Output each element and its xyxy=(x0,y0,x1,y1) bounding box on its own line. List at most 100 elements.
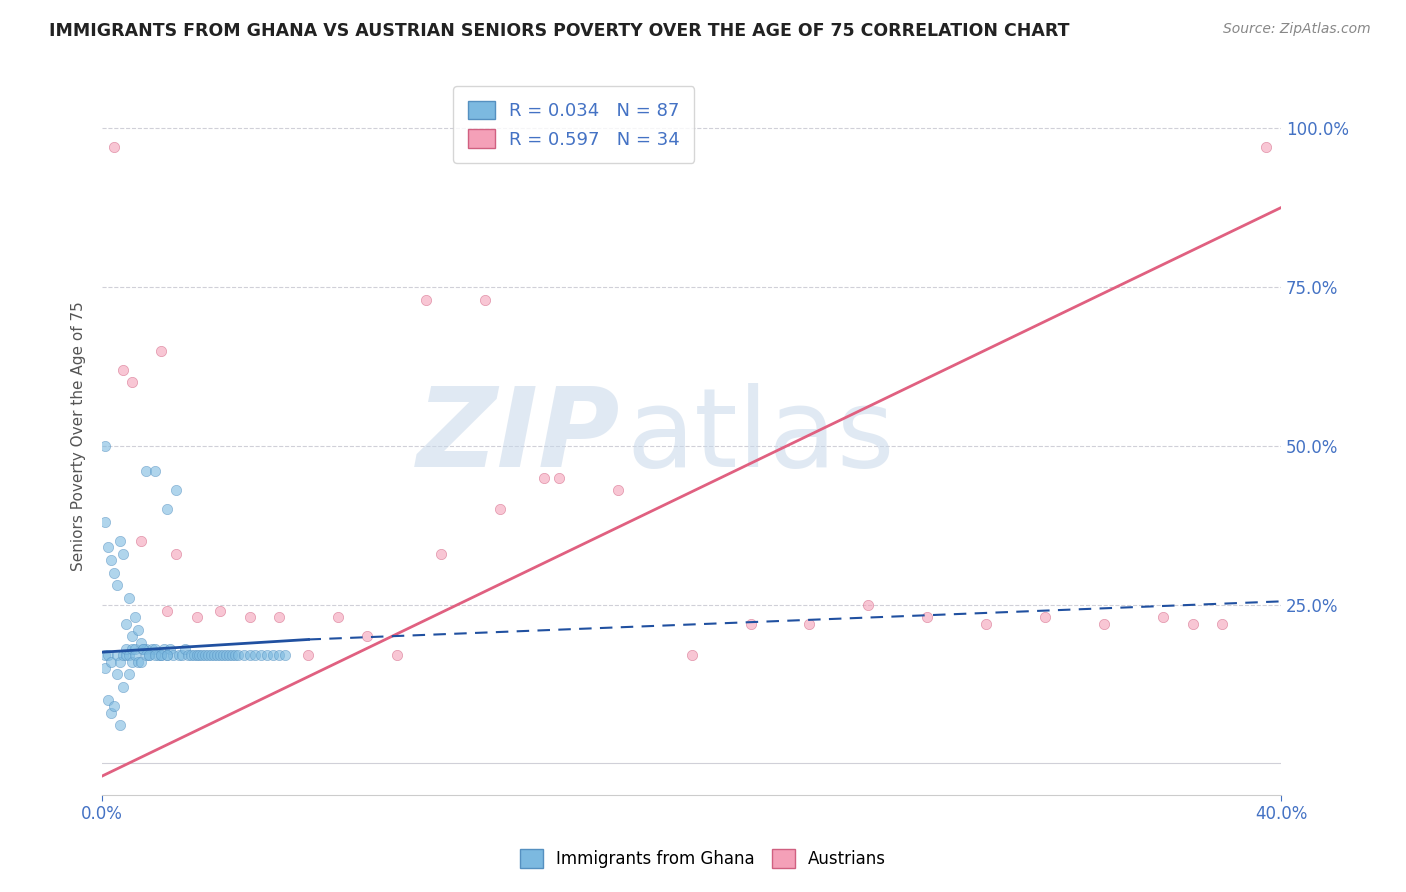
Point xyxy=(274,648,297,663)
Text: IMMIGRANTS FROM GHANA VS AUSTRIAN SENIORS POVERTY OVER THE AGE OF 75 CORRELATION: IMMIGRANTS FROM GHANA VS AUSTRIAN SENIOR… xyxy=(49,22,1070,40)
Point xyxy=(156,604,179,618)
Point xyxy=(143,648,166,663)
Point xyxy=(385,648,408,663)
Point xyxy=(1033,610,1056,624)
Point xyxy=(141,642,163,657)
Point xyxy=(124,610,146,624)
Point xyxy=(103,140,125,154)
Point xyxy=(1152,610,1174,624)
Point xyxy=(297,648,319,663)
Point xyxy=(114,616,136,631)
Point xyxy=(103,566,125,580)
Point xyxy=(135,464,157,478)
Point xyxy=(224,648,246,663)
Point xyxy=(858,598,880,612)
Point xyxy=(100,553,122,567)
Point xyxy=(150,343,173,358)
Point xyxy=(143,642,166,657)
Point xyxy=(97,693,120,707)
Point xyxy=(97,648,120,663)
Point xyxy=(118,648,141,663)
Point xyxy=(212,648,235,663)
Text: ZIP: ZIP xyxy=(418,383,621,490)
Point xyxy=(200,648,222,663)
Point xyxy=(150,648,173,663)
Point xyxy=(474,293,496,307)
Point xyxy=(173,642,195,657)
Point xyxy=(132,642,155,657)
Point xyxy=(974,616,997,631)
Point xyxy=(180,648,202,663)
Point xyxy=(127,655,149,669)
Point xyxy=(250,648,273,663)
Point xyxy=(150,648,173,663)
Point xyxy=(430,547,453,561)
Point xyxy=(799,616,821,631)
Point xyxy=(108,718,131,732)
Y-axis label: Seniors Poverty Over the Age of 75: Seniors Poverty Over the Age of 75 xyxy=(72,301,86,571)
Point xyxy=(218,648,240,663)
Point xyxy=(138,648,160,663)
Point xyxy=(209,648,232,663)
Point xyxy=(1181,616,1204,631)
Point xyxy=(121,642,143,657)
Point xyxy=(121,655,143,669)
Point xyxy=(238,648,260,663)
Point xyxy=(124,642,146,657)
Point xyxy=(1211,616,1233,631)
Point xyxy=(489,502,512,516)
Point xyxy=(153,642,176,657)
Point xyxy=(94,661,117,675)
Point xyxy=(94,648,117,663)
Point xyxy=(94,439,117,453)
Point xyxy=(148,648,170,663)
Point xyxy=(165,547,187,561)
Point xyxy=(1256,140,1278,154)
Point xyxy=(245,648,267,663)
Point xyxy=(135,648,157,663)
Point xyxy=(533,470,555,484)
Point xyxy=(100,706,122,720)
Point xyxy=(97,541,120,555)
Point xyxy=(917,610,939,624)
Point xyxy=(127,623,149,637)
Point xyxy=(165,483,187,498)
Point xyxy=(121,376,143,390)
Point xyxy=(606,483,628,498)
Point xyxy=(232,648,254,663)
Point xyxy=(186,610,208,624)
Point xyxy=(118,667,141,681)
Point xyxy=(156,502,179,516)
Point xyxy=(221,648,243,663)
Point xyxy=(215,648,238,663)
Point xyxy=(267,610,290,624)
Point xyxy=(356,629,378,643)
Point xyxy=(191,648,214,663)
Point xyxy=(197,648,219,663)
Point xyxy=(129,655,152,669)
Point xyxy=(138,648,160,663)
Point xyxy=(108,655,131,669)
Point xyxy=(103,699,125,714)
Point xyxy=(100,655,122,669)
Point xyxy=(205,648,228,663)
Point xyxy=(256,648,278,663)
Point xyxy=(132,642,155,657)
Point xyxy=(111,648,134,663)
Point xyxy=(143,464,166,478)
Point xyxy=(105,648,128,663)
Point xyxy=(194,648,217,663)
Point xyxy=(129,635,152,649)
Point xyxy=(162,648,184,663)
Point xyxy=(111,680,134,694)
Point xyxy=(226,648,249,663)
Point xyxy=(681,648,703,663)
Point xyxy=(105,578,128,592)
Text: Source: ZipAtlas.com: Source: ZipAtlas.com xyxy=(1223,22,1371,37)
Point xyxy=(135,642,157,657)
Point xyxy=(124,648,146,663)
Point xyxy=(186,648,208,663)
Point xyxy=(156,648,179,663)
Point xyxy=(326,610,349,624)
Point xyxy=(167,648,190,663)
